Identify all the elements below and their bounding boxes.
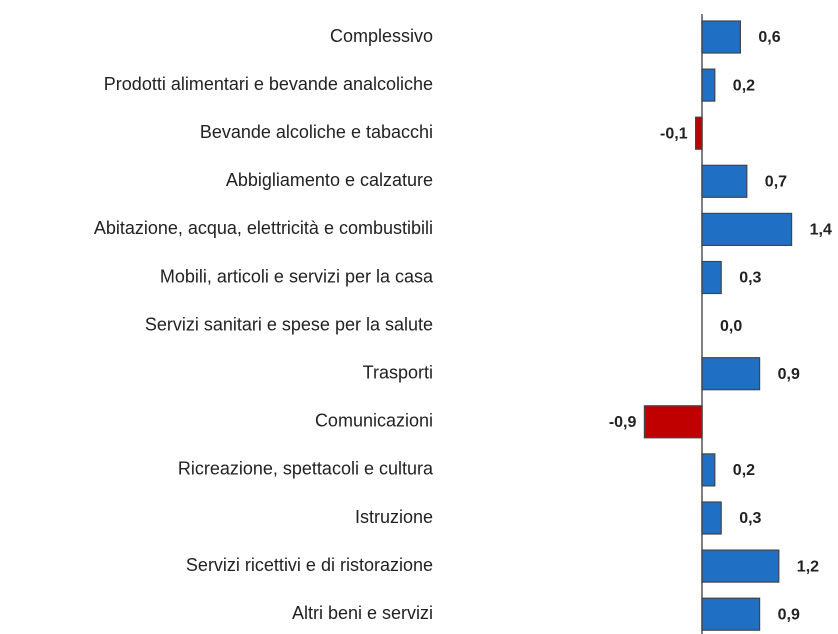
value-label: -0,1	[660, 125, 688, 142]
bar	[701, 164, 748, 198]
value-label: 0,3	[739, 270, 761, 287]
category-label: Prodotti alimentari e bevande analcolich…	[104, 74, 433, 94]
category-label: Mobili, articoli e servizi per la casa	[160, 266, 434, 286]
category-label: Istruzione	[355, 507, 433, 527]
bar	[701, 357, 761, 391]
bar	[701, 549, 780, 583]
category-label: Servizi sanitari e spese per la salute	[145, 314, 433, 334]
bar	[701, 501, 722, 535]
value-label: 0,9	[778, 366, 800, 383]
value-label: 1,4	[810, 222, 832, 239]
bar	[701, 68, 716, 102]
category-label: Abbigliamento e calzature	[226, 170, 433, 190]
value-label: 0,3	[739, 510, 761, 527]
value-label: 0,6	[758, 29, 780, 46]
category-label: Complessivo	[330, 26, 433, 46]
category-label: Ricreazione, spettacoli e cultura	[178, 459, 434, 479]
bar	[694, 116, 703, 150]
bar	[701, 453, 716, 487]
value-label: 0,0	[720, 318, 742, 335]
category-label: Abitazione, acqua, elettricità e combust…	[94, 218, 433, 238]
category-label: Trasporti	[363, 362, 433, 382]
bar	[701, 597, 761, 631]
bar	[701, 260, 722, 295]
value-label: 0,9	[778, 606, 800, 623]
value-label: 1,2	[797, 558, 819, 575]
value-label: -0,9	[609, 414, 637, 431]
value-label: 0,2	[733, 462, 755, 479]
bar	[701, 212, 793, 246]
category-label: Comunicazioni	[315, 411, 433, 431]
value-label: 0,2	[733, 77, 755, 94]
bar	[643, 405, 703, 439]
category-label: Bevande alcoliche e tabacchi	[200, 122, 433, 142]
category-label: Servizi ricettivi e di ristorazione	[186, 555, 433, 575]
value-label: 0,7	[765, 174, 787, 191]
bar	[701, 20, 742, 54]
category-label: Altri beni e servizi	[292, 603, 433, 623]
